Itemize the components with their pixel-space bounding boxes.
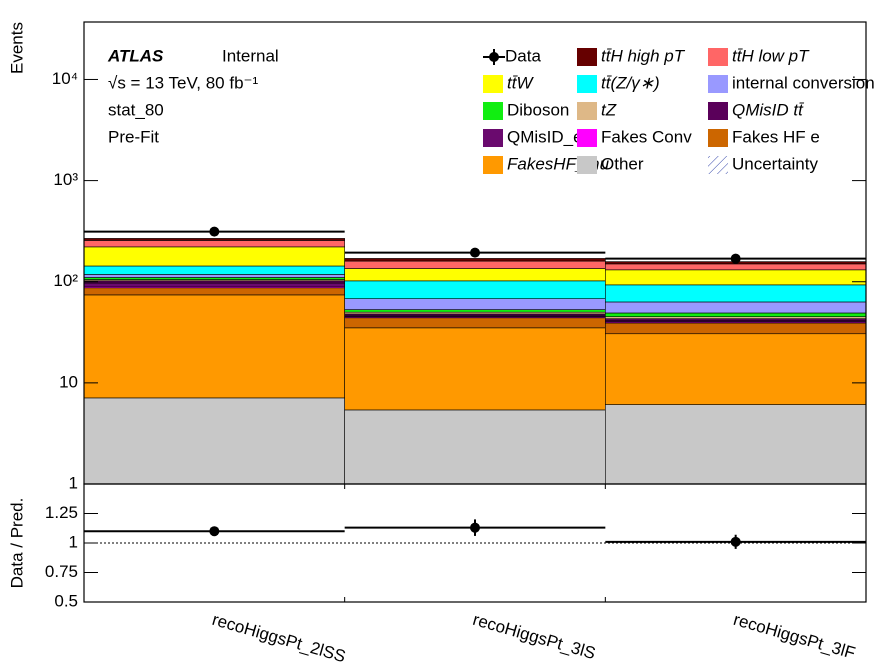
experiment: ATLAS bbox=[107, 46, 164, 65]
stack-segment bbox=[605, 301, 867, 314]
legend-swatch bbox=[708, 156, 728, 174]
x-tick-label: recoHiggsPt_2lSS bbox=[210, 610, 348, 666]
ratio-axis-label: Data / Pred. bbox=[7, 498, 26, 589]
y-tick-label: 10⁴ bbox=[52, 69, 78, 88]
legend-swatch bbox=[708, 48, 728, 66]
x-tick-label: recoHiggsPt_3lF bbox=[731, 610, 857, 663]
legend-swatch bbox=[483, 129, 503, 147]
stack-segment bbox=[605, 284, 867, 303]
y-tick-label: 10 bbox=[59, 372, 78, 391]
legend-label: QMisID tt̄ bbox=[732, 100, 805, 119]
data-point bbox=[470, 247, 480, 258]
legend-swatch bbox=[577, 129, 597, 147]
stack-segment bbox=[344, 309, 606, 313]
legend-label: internal conversion bbox=[732, 73, 875, 92]
legend-swatch bbox=[577, 102, 597, 120]
legend-label: tt̄H low pT bbox=[732, 46, 810, 65]
y-tick-label: 10³ bbox=[53, 170, 78, 189]
stack-segment bbox=[83, 277, 345, 280]
stack-segment bbox=[605, 322, 867, 335]
stack-segment bbox=[83, 246, 345, 267]
stack-segment bbox=[605, 312, 867, 318]
stack-segment bbox=[344, 327, 606, 411]
ratio-point bbox=[470, 522, 480, 533]
energy: √s = 13 TeV, 80 fb⁻¹ bbox=[108, 73, 258, 92]
legend-swatch bbox=[708, 102, 728, 120]
stack-segment bbox=[344, 317, 606, 329]
legend-swatch bbox=[483, 102, 503, 120]
data-point bbox=[730, 253, 741, 264]
stack-segment bbox=[83, 397, 345, 485]
stack-segment bbox=[83, 294, 345, 399]
stack-segment bbox=[344, 280, 606, 299]
ratio-tick-label: 1 bbox=[69, 532, 78, 551]
stack-segment bbox=[605, 404, 867, 485]
x-tick-label: recoHiggsPt_3lS bbox=[471, 610, 598, 663]
fit-label: Pre-Fit bbox=[108, 127, 159, 146]
legend-swatch bbox=[577, 75, 597, 93]
ratio-tick-label: 0.75 bbox=[45, 562, 78, 581]
stack-segment bbox=[83, 282, 345, 287]
stack-segment bbox=[344, 298, 606, 310]
stack-segment bbox=[83, 274, 345, 278]
legend-data-marker bbox=[489, 52, 499, 62]
ratio-point bbox=[730, 536, 741, 547]
y-axis-label: Events bbox=[7, 22, 26, 74]
legend-label: Fakes Conv bbox=[601, 127, 692, 146]
legend-swatch bbox=[483, 156, 503, 174]
stack-segment bbox=[605, 333, 867, 405]
legend-label: Uncertainty bbox=[732, 154, 818, 173]
y-tick-label: 10² bbox=[53, 271, 78, 290]
legend-swatch bbox=[483, 75, 503, 93]
ratio-point bbox=[209, 526, 220, 537]
legend-label: tZ bbox=[601, 100, 617, 119]
stack-segment bbox=[605, 318, 867, 322]
stack-segment bbox=[83, 265, 345, 275]
stack-segment bbox=[83, 280, 345, 284]
ratio-tick-label: 1.25 bbox=[45, 503, 78, 522]
legend-label: Other bbox=[601, 154, 644, 173]
data-point bbox=[209, 226, 220, 237]
ratio-tick-label: 0.5 bbox=[54, 591, 78, 610]
legend-label: tt̄H high pT bbox=[601, 46, 686, 65]
stack-segment bbox=[344, 258, 606, 262]
stack-segment bbox=[83, 240, 345, 248]
stack-segment bbox=[605, 269, 867, 286]
stack-segment bbox=[344, 268, 606, 282]
ratio-frame bbox=[83, 483, 867, 603]
legend-swatch bbox=[577, 48, 597, 66]
legend-swatch bbox=[708, 129, 728, 147]
stack-segment bbox=[344, 409, 606, 485]
legend-label: tt̄(Z/γ∗) bbox=[601, 73, 660, 92]
stack-segment bbox=[83, 287, 345, 296]
y-tick-label: 1 bbox=[69, 473, 78, 492]
region: stat_80 bbox=[108, 100, 164, 119]
legend-label: Diboson bbox=[507, 100, 569, 119]
legend-swatch bbox=[577, 156, 597, 174]
stack-segment bbox=[605, 263, 867, 271]
legend-label: tt̄W bbox=[507, 73, 534, 92]
stack-segment bbox=[83, 238, 345, 241]
status: Internal bbox=[222, 46, 279, 65]
legend-label: Data bbox=[505, 46, 541, 65]
legend-label: Fakes HF e bbox=[732, 127, 820, 146]
stack-segment bbox=[344, 260, 606, 269]
legend-label: QMisID_ee bbox=[507, 127, 592, 146]
legend-swatch bbox=[708, 75, 728, 93]
